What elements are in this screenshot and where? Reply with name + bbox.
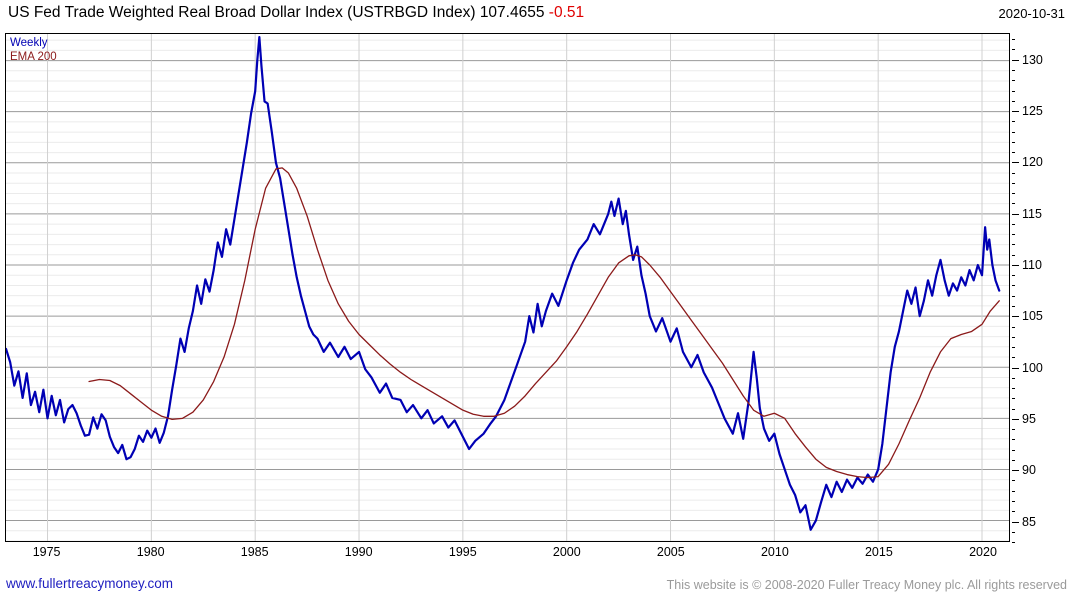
- y-tick-mark-major: [1012, 111, 1019, 112]
- y-tick-mark-minor: [1012, 172, 1015, 174]
- y-tick-label: 100: [1022, 360, 1043, 375]
- chart-header: US Fed Trade Weighted Real Broad Dollar …: [0, 0, 1075, 30]
- y-tick-mark-minor: [1012, 80, 1015, 82]
- y-tick-label: 115: [1022, 206, 1042, 221]
- x-tick-label: 1990: [344, 545, 373, 559]
- y-tick-mark-minor: [1012, 459, 1015, 461]
- chart-plot-area[interactable]: Weekly EMA 200: [5, 33, 1010, 542]
- y-tick-mark-major: [1012, 521, 1019, 523]
- as-of-date: 2020-10-31: [998, 6, 1066, 21]
- y-tick-mark-minor: [1012, 39, 1015, 41]
- copyright-notice: This website is © 2008-2020 Fuller Treac…: [666, 578, 1067, 592]
- y-tick-mark-minor: [1012, 234, 1015, 236]
- y-tick-label: 110: [1022, 257, 1042, 272]
- y-tick-label: 85: [1022, 514, 1036, 529]
- y-tick-mark-minor: [1012, 223, 1015, 225]
- change-value: -0.51: [548, 4, 585, 21]
- y-tick-mark-minor: [1012, 254, 1015, 256]
- y-tick-mark-minor: [1012, 398, 1015, 400]
- y-tick-mark-minor: [1012, 275, 1015, 277]
- y-tick-mark-minor: [1012, 336, 1015, 338]
- y-tick-mark-minor: [1012, 388, 1015, 390]
- x-tick-label: 1975: [32, 545, 61, 559]
- y-tick-mark-minor: [1012, 531, 1015, 533]
- y-tick-mark-minor: [1012, 285, 1015, 287]
- y-tick-mark-minor: [1012, 347, 1015, 348]
- y-tick-label: 125: [1022, 104, 1043, 118]
- y-tick-mark-minor: [1012, 100, 1015, 102]
- y-axis: 85 90 95 100 105 110 115 120 125 130: [1012, 33, 1072, 543]
- y-tick-mark-minor: [1012, 69, 1015, 71]
- y-tick-label: 95: [1022, 411, 1036, 426]
- y-tick-mark-minor: [1012, 490, 1015, 492]
- x-tick-label: 1995: [448, 545, 477, 559]
- y-tick-mark-minor: [1012, 480, 1015, 482]
- x-axis: 1975 1980 1985 1990 1995 2000 2005 2010 2015 2020: [0, 545, 1075, 565]
- y-tick-label: 105: [1022, 309, 1043, 324]
- y-tick-label: 130: [1022, 52, 1043, 67]
- y-tick-mark-minor: [1012, 152, 1015, 153]
- series-ema-200: [89, 168, 999, 478]
- y-tick-mark-minor: [1012, 542, 1015, 543]
- x-tick-label: 1980: [136, 545, 165, 559]
- y-tick-mark-minor: [1012, 449, 1015, 451]
- y-tick-mark-minor: [1012, 203, 1015, 205]
- chart-legend: Weekly EMA 200: [10, 36, 57, 64]
- series-weekly: [6, 37, 999, 530]
- x-tick-label: 2010: [760, 545, 789, 559]
- y-tick-mark-minor: [1012, 306, 1015, 307]
- x-tick-label: 2020: [969, 545, 997, 559]
- y-tick-mark-major: [1012, 162, 1019, 164]
- y-tick-mark-major: [1012, 367, 1019, 369]
- instrument-title: US Fed Trade Weighted Real Broad Dollar …: [8, 4, 476, 21]
- y-tick-label: 120: [1022, 155, 1043, 170]
- y-tick-mark-major: [1012, 470, 1019, 472]
- y-tick-label: 90: [1022, 463, 1036, 478]
- y-tick-mark-minor: [1012, 244, 1015, 246]
- y-tick-mark-minor: [1012, 121, 1015, 123]
- x-tick-label: 2000: [552, 545, 581, 559]
- y-tick-mark-minor: [1012, 326, 1015, 328]
- y-tick-mark-minor: [1012, 49, 1015, 51]
- x-tick-label: 1985: [240, 545, 269, 559]
- y-tick-mark-major: [1012, 418, 1019, 420]
- y-tick-mark-minor: [1012, 501, 1015, 502]
- y-tick-mark-major: [1012, 316, 1019, 318]
- page-title: US Fed Trade Weighted Real Broad Dollar …: [8, 4, 584, 22]
- site-url-link[interactable]: www.fullertreacymoney.com: [6, 576, 174, 591]
- y-tick-mark-minor: [1012, 141, 1015, 143]
- y-tick-mark-major: [1012, 213, 1019, 215]
- chart-series-layer: [6, 34, 1009, 541]
- y-tick-mark-minor: [1012, 90, 1015, 92]
- last-value: 107.4655: [479, 4, 545, 21]
- x-tick-label: 2015: [864, 545, 893, 559]
- y-tick-mark-minor: [1012, 511, 1015, 513]
- y-tick-mark-minor: [1012, 439, 1015, 441]
- chart-footer: www.fullertreacymoney.com This website i…: [0, 576, 1075, 600]
- legend-item-ema200: EMA 200: [10, 51, 57, 63]
- y-tick-mark-minor: [1012, 357, 1015, 359]
- y-tick-mark-minor: [1012, 295, 1015, 297]
- y-tick-mark-minor: [1012, 131, 1015, 133]
- y-tick-mark-major: [1012, 59, 1019, 61]
- y-tick-mark-minor: [1012, 377, 1015, 379]
- legend-item-weekly: Weekly: [10, 37, 48, 49]
- y-tick-mark-major: [1012, 264, 1019, 266]
- y-tick-mark-minor: [1012, 182, 1015, 184]
- x-tick-label: 2005: [656, 545, 685, 559]
- y-tick-mark-minor: [1012, 408, 1015, 410]
- y-tick-mark-minor: [1012, 193, 1015, 195]
- y-tick-mark-minor: [1012, 429, 1015, 431]
